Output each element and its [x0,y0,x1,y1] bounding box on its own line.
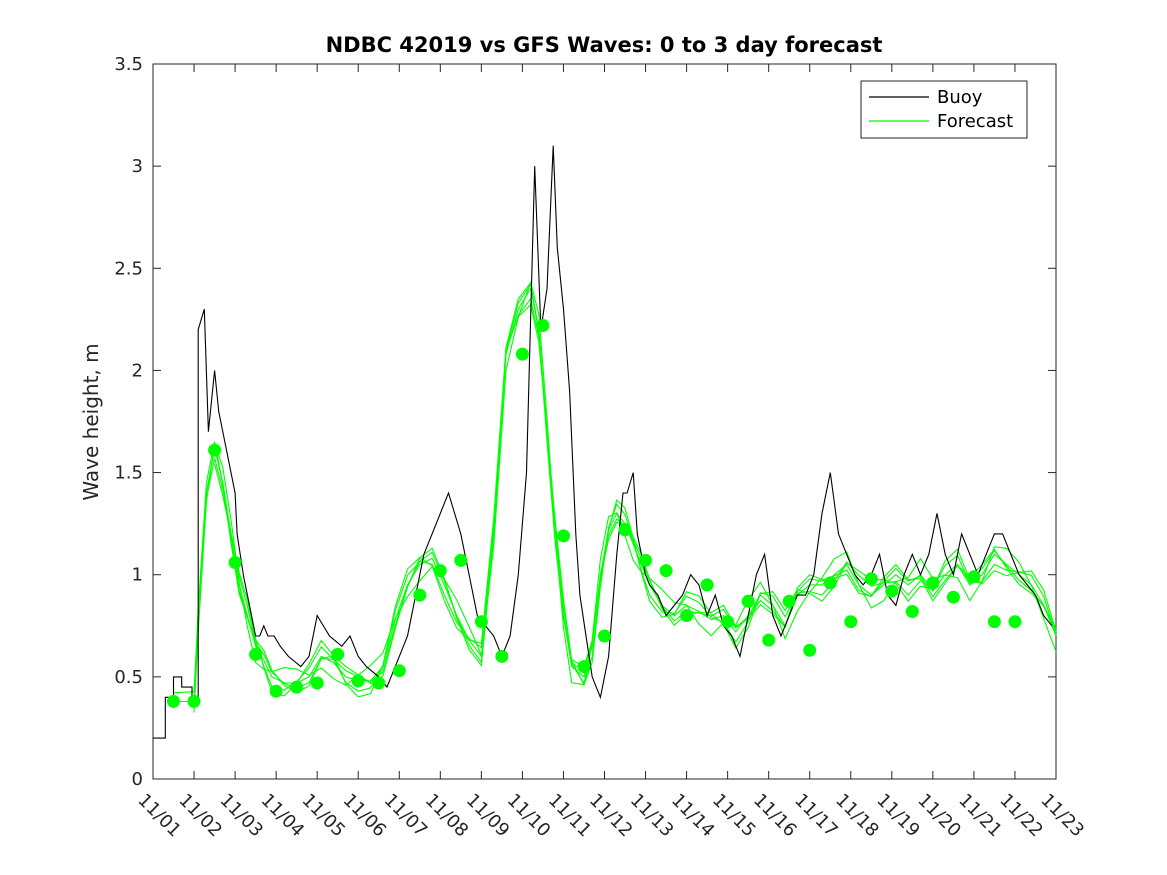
forecast-marker [946,590,960,604]
forecast-marker [557,529,570,543]
legend-forecast-label: Forecast [937,111,1013,132]
y-tick-label: 3.5 [114,54,143,75]
buoy-line [153,145,1053,739]
forecast-marker [536,319,550,332]
forecast-marker [474,615,488,629]
forecast-marker [823,576,837,590]
forecast-marker [803,643,817,657]
x-tick-label: 11/10 [503,790,555,842]
forecast-marker [577,660,591,674]
x-tick-label: 11/19 [872,790,924,842]
series-layer [153,145,1057,739]
forecast-marker [187,694,201,708]
y-tick-label: 2.5 [114,258,143,279]
x-tick-label: 11/14 [667,790,719,842]
forecast-marker [782,594,796,608]
forecast-marker [741,594,755,608]
x-tick-label: 11/03 [216,790,268,842]
x-tick-label: 11/11 [544,790,596,842]
forecast-marker [208,443,222,457]
forecast-marker [618,523,632,537]
x-tick-label: 11/08 [421,790,473,842]
forecast-line [214,303,1057,698]
x-tick-label: 11/09 [462,790,514,842]
forecast-marker [372,676,386,690]
x-tick-label: 11/21 [954,790,1006,842]
x-tick-label: 11/05 [298,790,350,842]
y-tick-label: 1.5 [114,463,143,484]
forecast-marker [495,649,509,663]
forecast-marker [721,615,735,629]
plot-frame [152,63,1057,780]
forecast-marker [310,676,324,690]
forecast-marker [392,664,406,678]
forecast-marker [269,684,283,698]
y-tick-label: 3 [132,156,143,177]
y-tick-label: 0 [132,769,143,790]
forecast-marker [926,576,940,590]
forecast-marker [762,633,776,647]
forecast-marker [454,553,468,567]
x-tick-label: 11/15 [708,790,760,842]
forecast-marker [167,694,180,708]
forecast-marker [290,680,304,694]
forecast-marker [905,605,919,618]
x-tick-label: 11/06 [339,790,391,842]
forecast-marker [659,564,673,578]
x-tick-label: 11/22 [995,790,1047,842]
x-tick-label: 11/07 [380,790,432,842]
forecast-marker [598,629,611,643]
y-tick-label: 2 [132,360,143,381]
forecast-marker [885,584,899,598]
forecast-marker [413,588,427,602]
forecast-marker [987,615,1001,629]
forecast-marker [515,347,529,361]
x-tick-label: 11/20 [913,790,965,842]
legend-buoy-label: Buoy [937,87,983,108]
forecast-line [214,283,1057,689]
forecast-marker [967,570,981,584]
y-tick-label: 1 [132,565,143,586]
forecast-marker [331,647,345,661]
forecast-line [193,280,1057,713]
forecast-marker [351,674,365,688]
forecast-marker [639,553,652,567]
forecast-marker [1008,615,1022,629]
x-tick-label: 11/16 [749,790,801,842]
y-axis: 0 0.5 1 1.5 2 2.5 3 3.5 [114,54,1056,790]
legend: Buoy Forecast [860,80,1028,139]
x-tick-label: 11/18 [831,790,883,842]
y-tick-label: 0.5 [114,667,143,688]
forecast-marker [249,647,263,661]
forecast-marker [864,572,878,586]
x-tick-label: 11/23 [1036,790,1088,842]
forecast-marker [700,578,714,592]
x-tick-label: 11/12 [585,790,637,842]
x-tick-label: 11/04 [257,790,309,842]
marker-layer [167,319,1022,708]
x-tick-label: 11/01 [133,790,185,842]
x-tick-label: 11/02 [175,790,227,842]
forecast-marker [680,609,694,623]
y-axis-label: Wave height, m [79,343,103,500]
forecast-marker [433,564,447,578]
x-tick-label: 11/13 [626,790,678,842]
legend-box [860,80,1028,139]
forecast-marker [228,556,242,569]
plot-area: 00.511.522.533.5 11/0111/0211/0311/0411/… [114,54,1088,841]
chart-title: NDBC 42019 vs GFS Waves: 0 to 3 day fore… [326,33,883,57]
x-tick-label: 11/17 [790,790,842,842]
forecast-marker [844,615,858,629]
